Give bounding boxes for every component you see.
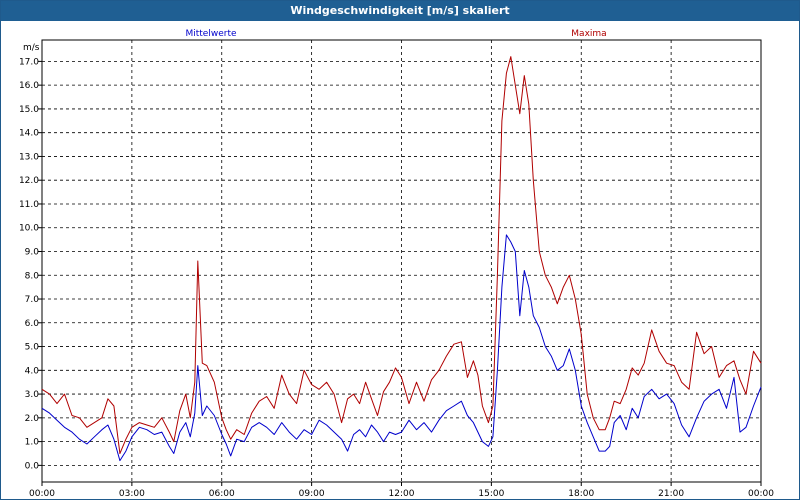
window-title: Windgeschwindigkeit [m/s] skaliert xyxy=(1,1,799,21)
series-line-maxima xyxy=(41,56,762,454)
x-tick-time: 09:00 xyxy=(299,489,325,499)
x-tick-time: 21:00 xyxy=(658,489,684,499)
x-tick-time: 06:00 xyxy=(209,489,235,499)
legend-maxima: Maxima xyxy=(571,29,606,39)
y-tick-label: 17.0 xyxy=(19,57,39,67)
series-lines xyxy=(41,56,762,462)
wind-speed-chart: m/s Mittelwerte Maxima 0.0 1.0 2.0 3.0 4.0 5.… xyxy=(19,29,774,499)
y-tick-label: 4.0 xyxy=(25,366,40,376)
y-tick-label: 11.0 xyxy=(19,200,39,210)
y-tick-labels: 0.0 1.0 2.0 3.0 4.0 5.0 6.0 7.0 8.0 9.0 10.0 11.0 12… xyxy=(19,57,39,471)
legend-mittelwerte: Mittelwerte xyxy=(185,29,236,39)
y-tick-label: 10.0 xyxy=(19,224,39,234)
y-tick-label: 6.0 xyxy=(25,319,40,329)
gridlines xyxy=(38,40,762,486)
x-tick-time: 00:00 xyxy=(29,489,55,499)
y-tick-label: 1.0 xyxy=(25,438,40,448)
x-tick-time: 03:00 xyxy=(119,489,145,499)
x-tick-labels: 00:0029.05.1803:0029.05.1806:0029.05.180… xyxy=(29,489,774,499)
y-tick-label: 9.0 xyxy=(25,247,40,257)
y-tick-label: 12.0 xyxy=(19,176,39,186)
x-tick-time: 12:00 xyxy=(389,489,415,499)
series-line-mittelwerte xyxy=(41,234,762,462)
y-axis-label: m/s xyxy=(23,43,40,53)
y-tick-label: 7.0 xyxy=(25,295,40,305)
y-tick-label: 5.0 xyxy=(25,343,40,353)
y-tick-label: 3.0 xyxy=(25,390,40,400)
x-tick-time: 15:00 xyxy=(478,489,504,499)
x-tick-time: 18:00 xyxy=(568,489,594,499)
y-tick-label: 2.0 xyxy=(25,414,40,424)
y-tick-label: 8.0 xyxy=(25,271,40,281)
x-tick-time: 00:00 xyxy=(748,489,774,499)
y-tick-label: 0.0 xyxy=(25,461,40,471)
y-tick-label: 14.0 xyxy=(19,129,39,139)
y-tick-label: 16.0 xyxy=(19,81,39,91)
y-tick-label: 15.0 xyxy=(19,105,39,115)
y-tick-label: 13.0 xyxy=(19,152,39,162)
